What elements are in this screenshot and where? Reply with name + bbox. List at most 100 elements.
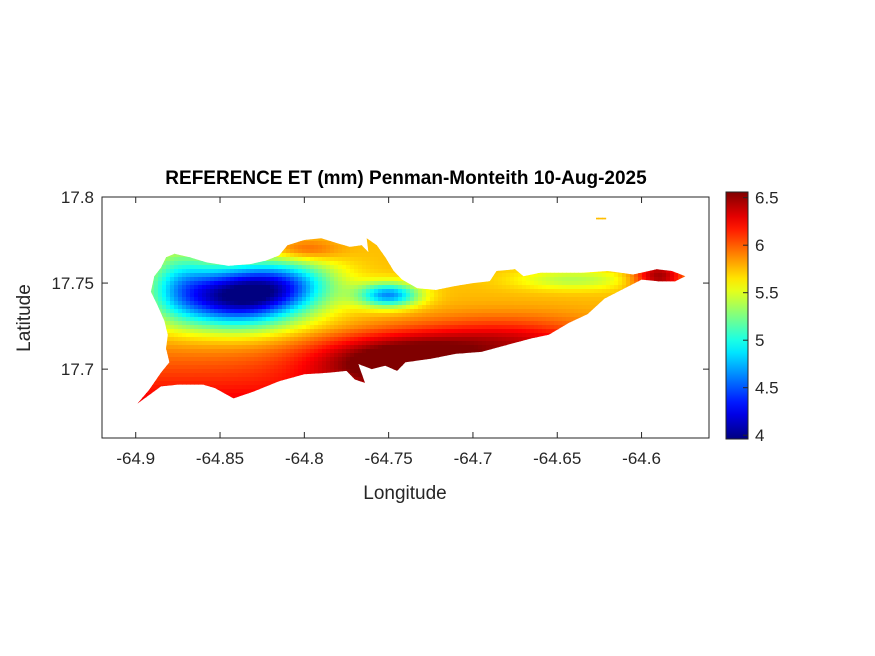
heatmap-cell [390, 277, 395, 282]
heatmap-cell [318, 313, 323, 318]
heatmap-cell [242, 281, 247, 286]
heatmap-cell [266, 273, 271, 278]
heatmap-cell [398, 293, 403, 298]
heatmap-cell [598, 285, 603, 290]
heatmap-cell [514, 297, 519, 302]
heatmap-cell [378, 249, 383, 254]
heatmap-cell [342, 269, 347, 274]
heatmap-cell [178, 285, 183, 290]
heatmap-cell [530, 293, 535, 298]
heatmap-cell [246, 273, 251, 278]
heatmap-cell [558, 281, 563, 286]
heatmap-cell [338, 257, 343, 262]
heatmap-cell [334, 253, 339, 258]
heatmap-cell [222, 277, 227, 282]
heatmap-cell [322, 305, 327, 310]
heatmap-cell [310, 317, 315, 322]
heatmap-cell [558, 289, 563, 294]
heatmap-cell [534, 277, 539, 282]
heatmap-cell [542, 313, 547, 318]
heatmap-cell [302, 289, 307, 294]
heatmap-cell [526, 305, 531, 310]
heatmap-cell [522, 317, 527, 322]
heatmap-cell [194, 265, 199, 270]
heatmap-cell [202, 313, 207, 318]
heatmap-cell [598, 289, 603, 294]
heatmap-cell [418, 325, 423, 330]
heatmap-cell [334, 277, 339, 282]
heatmap-cell [434, 301, 439, 306]
heatmap-cell [470, 285, 475, 290]
heatmap-cell [274, 269, 279, 274]
heatmap-cell [286, 293, 291, 298]
heatmap-cell [594, 285, 599, 290]
heatmap-cell [314, 325, 319, 330]
heatmap-cell [226, 317, 231, 322]
heatmap-cell [186, 313, 191, 318]
heatmap-cell [162, 265, 167, 270]
heatmap-cell [586, 293, 591, 298]
heatmap-cell [434, 313, 439, 318]
heatmap-cell [230, 273, 235, 278]
heatmap-cell [506, 321, 511, 326]
heatmap-cell [270, 269, 275, 274]
heatmap-cell [374, 321, 379, 326]
heatmap-cell [630, 281, 635, 286]
heatmap-cell [390, 289, 395, 294]
heatmap-cell [270, 321, 275, 326]
heatmap-cell [374, 285, 379, 290]
heatmap-cell [438, 317, 443, 322]
heatmap-cell [310, 245, 315, 250]
heatmap-cell [374, 257, 379, 262]
heatmap-cell [498, 293, 503, 298]
heatmap-cell [218, 297, 223, 302]
heatmap-cell [238, 297, 243, 302]
heatmap-cell [314, 273, 319, 278]
heatmap-cell [402, 305, 407, 310]
heatmap-cell [254, 325, 259, 330]
heatmap-cell [310, 237, 315, 242]
heatmap-cell [186, 261, 191, 266]
heatmap-cell [482, 281, 487, 286]
heatmap-cell [546, 305, 551, 310]
heatmap-cell [318, 249, 323, 254]
heatmap-cell [358, 309, 363, 314]
heatmap-cell [342, 289, 347, 294]
heatmap-cell [306, 317, 311, 322]
heatmap-cell [662, 269, 667, 274]
heatmap-cell [390, 273, 395, 278]
heatmap-cell [182, 257, 187, 262]
heatmap-cell [254, 293, 259, 298]
heatmap-cell [390, 313, 395, 318]
heatmap-cell [218, 305, 223, 310]
heatmap-cell [638, 273, 643, 278]
heatmap-cell [182, 325, 187, 330]
heatmap-cell [366, 273, 371, 278]
heatmap-cell [170, 289, 175, 294]
heatmap-cell [194, 293, 199, 298]
heatmap-cell [270, 305, 275, 310]
heatmap-cell [470, 289, 475, 294]
heatmap-cell [366, 241, 371, 246]
heatmap-cell [362, 301, 367, 306]
heatmap-cell [282, 313, 287, 318]
heatmap-cell [386, 269, 391, 274]
heatmap-cell [398, 305, 403, 310]
heatmap-cell [198, 325, 203, 330]
heatmap-cell [286, 273, 291, 278]
heatmap-cell [182, 261, 187, 266]
heatmap-cell [502, 305, 507, 310]
heatmap-cell [422, 309, 427, 314]
heatmap-cell [582, 313, 587, 318]
heatmap-cell [510, 273, 515, 278]
heatmap-cell [414, 325, 419, 330]
heatmap-cell [186, 269, 191, 274]
heatmap-cell [326, 273, 331, 278]
heatmap-cell [242, 309, 247, 314]
heatmap-cell [378, 305, 383, 310]
heatmap-cell [170, 265, 175, 270]
heatmap-cell [282, 273, 287, 278]
heatmap-cell [670, 269, 675, 274]
heatmap-cell [394, 309, 399, 314]
heatmap-cell [350, 293, 355, 298]
